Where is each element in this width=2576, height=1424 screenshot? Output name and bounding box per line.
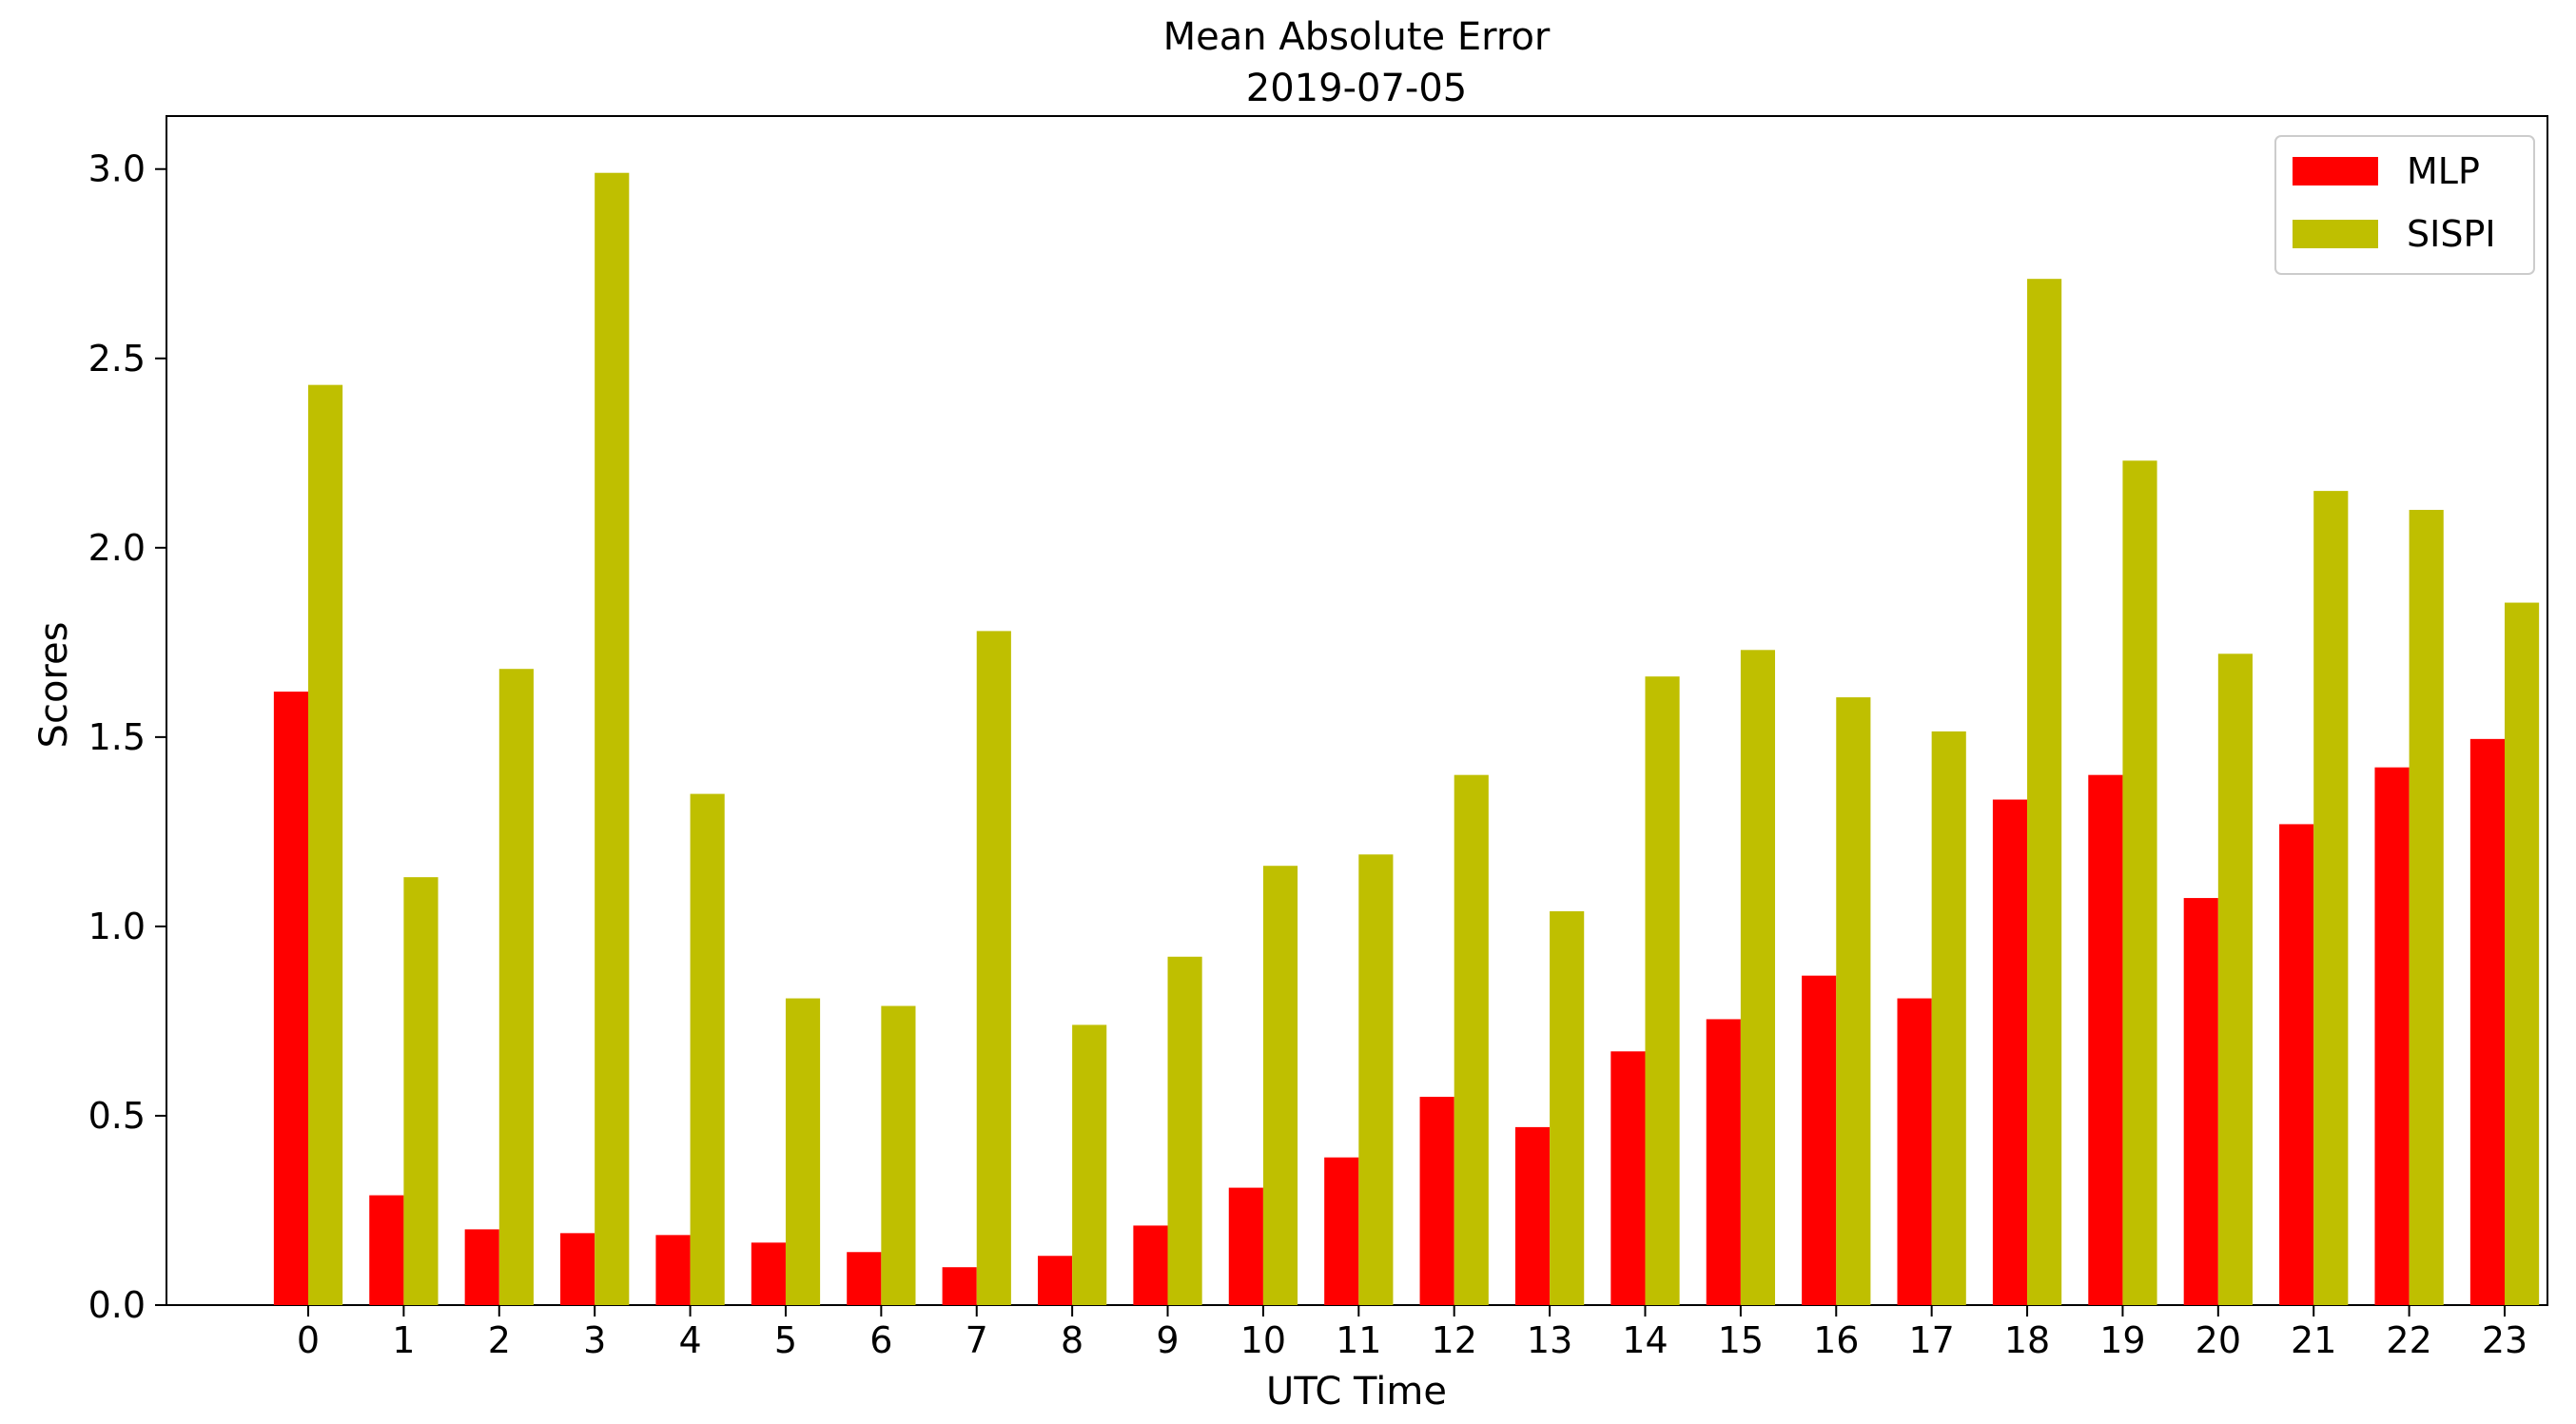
x-tick-label-17: 17 (1908, 1319, 1954, 1361)
y-tick-label-0.5: 0.5 (88, 1095, 146, 1137)
x-tick-label-3: 3 (583, 1319, 606, 1361)
x-tick-label-9: 9 (1156, 1319, 1179, 1361)
y-tick-label-1.0: 1.0 (88, 906, 146, 947)
bar-sispi-17 (1931, 731, 1966, 1305)
bar-mlp-17 (1897, 998, 1932, 1305)
bar-sispi-8 (1072, 1024, 1107, 1305)
bar-mlp-12 (1419, 1097, 1454, 1305)
bar-sispi-23 (2505, 602, 2540, 1305)
bar-sispi-16 (1836, 697, 1871, 1305)
bar-sispi-5 (785, 998, 821, 1305)
bar-sispi-6 (881, 1005, 916, 1305)
y-tick-label-2.0: 2.0 (88, 527, 146, 569)
x-tick-label-19: 19 (2099, 1319, 2145, 1361)
y-tick-label-2.5: 2.5 (88, 338, 146, 380)
bar-mlp-14 (1610, 1051, 1646, 1305)
chart-subtitle: 2019-07-05 (1246, 67, 1467, 110)
bar-mlp-15 (1706, 1019, 1741, 1305)
bar-mlp-9 (1133, 1225, 1168, 1305)
bar-sispi-21 (2313, 491, 2349, 1305)
bar-sispi-15 (1740, 650, 1776, 1305)
bar-mlp-6 (847, 1252, 882, 1305)
bar-mlp-20 (2183, 898, 2218, 1305)
bar-mlp-5 (751, 1242, 786, 1305)
bar-sispi-7 (976, 631, 1011, 1305)
bar-mlp-7 (942, 1267, 977, 1305)
x-tick-label-10: 10 (1240, 1319, 1286, 1361)
x-tick-label-13: 13 (1527, 1319, 1572, 1361)
bar-mlp-0 (273, 692, 308, 1305)
x-tick-label-12: 12 (1432, 1319, 1477, 1361)
x-axis-label: UTC Time (1266, 1370, 1447, 1414)
legend: MLP SISPI (2274, 135, 2535, 275)
bar-mlp-3 (560, 1233, 595, 1305)
y-tick-label-1.5: 1.5 (88, 716, 146, 758)
bar-sispi-1 (403, 877, 439, 1305)
x-tick-label-4: 4 (678, 1319, 701, 1361)
bar-sispi-18 (2027, 279, 2062, 1305)
bar-sispi-4 (690, 793, 725, 1305)
bar-sispi-22 (2409, 510, 2444, 1305)
x-tick-label-1: 1 (392, 1319, 415, 1361)
bar-sispi-12 (1454, 774, 1489, 1305)
bar-sispi-2 (498, 669, 534, 1305)
bar-mlp-4 (655, 1235, 691, 1305)
bar-sispi-20 (2217, 653, 2253, 1305)
bar-mlp-8 (1037, 1256, 1073, 1305)
plot-area: 0.00.51.01.52.02.53.00 1 2 3 4 5 6 7 8 9 10 11 12 13 1… (88, 115, 2548, 1361)
bar-mlp-23 (2469, 738, 2505, 1305)
y-tick-label-3.0: 3.0 (88, 148, 146, 190)
x-tick-label-23: 23 (2482, 1319, 2527, 1361)
bar-mlp-10 (1228, 1187, 1263, 1305)
x-tick-label-20: 20 (2195, 1319, 2241, 1361)
x-tick-label-22: 22 (2386, 1319, 2431, 1361)
x-tick-label-15: 15 (1718, 1319, 1764, 1361)
x-tick-label-18: 18 (2004, 1319, 2050, 1361)
x-tick-label-16: 16 (1813, 1319, 1859, 1361)
bar-mlp-11 (1324, 1157, 1359, 1305)
x-tick-label-8: 8 (1061, 1319, 1083, 1361)
bar-sispi-0 (308, 384, 343, 1305)
bar-mlp-18 (1992, 799, 2028, 1305)
bar-mlp-22 (2374, 767, 2410, 1305)
bar-mlp-13 (1514, 1126, 1551, 1305)
bar-sispi-9 (1167, 956, 1202, 1305)
bar-mlp-16 (1802, 975, 1837, 1305)
bar-sispi-3 (595, 172, 630, 1305)
bar-mlp-21 (2279, 824, 2314, 1305)
bar-sispi-19 (2122, 460, 2157, 1306)
bar-sispi-11 (1358, 854, 1394, 1305)
x-tick-label-6: 6 (869, 1319, 892, 1361)
x-tick-label-14: 14 (1622, 1319, 1668, 1361)
chart-title: Mean Absolute Error (1163, 15, 1551, 59)
legend-swatch-mlp (2293, 157, 2378, 185)
x-tick-label-0: 0 (297, 1319, 320, 1361)
x-tick-label-11: 11 (1336, 1319, 1381, 1361)
bar-sispi-14 (1645, 676, 1680, 1305)
x-tick-label-5: 5 (774, 1319, 797, 1361)
legend-label-sispi: SISPI (2407, 213, 2496, 255)
y-tick-label-0.0: 0.0 (88, 1284, 146, 1326)
bar-mlp-1 (369, 1195, 404, 1305)
bar-sispi-13 (1550, 910, 1585, 1305)
x-tick-label-7: 7 (966, 1319, 988, 1361)
x-tick-label-2: 2 (488, 1319, 511, 1361)
x-tick-label-21: 21 (2291, 1319, 2336, 1361)
bar-mlp-2 (464, 1229, 499, 1305)
bar-mlp-19 (2088, 774, 2123, 1305)
legend-swatch-sispi (2293, 220, 2378, 248)
bar-sispi-10 (1262, 866, 1298, 1305)
legend-label-mlp: MLP (2407, 150, 2480, 192)
y-axis-label: Scores (32, 622, 76, 749)
